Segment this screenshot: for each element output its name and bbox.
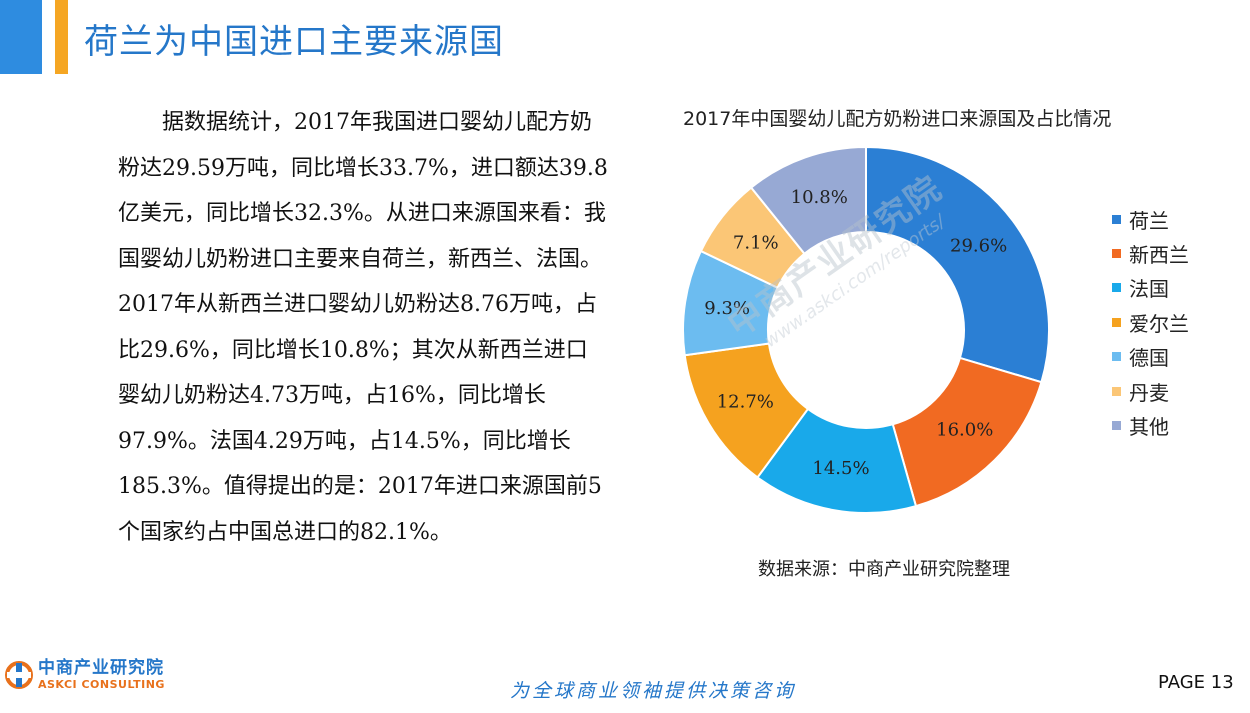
donut-chart: 29.6% 16.0% 14.5% 12.7% 9.3% 7.1% 10.8% [682,145,1050,514]
legend-item: 荷兰 [1112,202,1189,236]
legend-swatch [1112,421,1121,431]
legend-label: 丹麦 [1129,380,1169,405]
donut-slice-荷兰 [865,145,1050,384]
legend-item: 法国 [1112,271,1189,305]
donut-slice-其他 [749,145,867,256]
legend-label: 爱尔兰 [1129,311,1189,336]
legend-item: 德国 [1112,340,1189,374]
legend-label: 新西兰 [1129,243,1189,268]
legend-label: 德国 [1129,346,1169,371]
donut-data-label: 14.5% [812,458,869,479]
legend-swatch [1112,317,1121,327]
legend-item: 爱尔兰 [1112,305,1189,339]
legend-swatch [1112,386,1121,396]
data-source-note: 数据来源：中商产业研究院整理 [758,559,1010,580]
legend-item: 新西兰 [1112,236,1189,270]
legend-label: 其他 [1129,415,1169,440]
chart-title: 2017年中国婴幼儿配方奶粉进口来源国及占比情况 [683,108,1112,130]
page-number: PAGE 13 [1158,672,1234,693]
legend-item: 其他 [1112,408,1189,442]
footer-slogan: 为全球商业领袖提供决策咨询 [510,680,797,702]
logo-english-name: ASKCI CONSULTING [38,678,165,691]
donut-data-label: 10.8% [791,187,848,208]
logo-chinese-name: 中商产业研究院 [38,658,164,678]
donut-slice-新西兰 [891,356,1043,508]
header-accent-bar-blue [0,0,42,74]
company-logo: 中商产业研究院 ASKCI CONSULTING [4,658,165,692]
chart-legend: 荷兰新西兰法国爱尔兰德国丹麦其他 [1112,202,1189,443]
page-title: 荷兰为中国进口主要来源国 [84,22,504,62]
body-paragraph: 据数据统计，2017年我国进口婴幼儿配方奶粉达29.59万吨，同比增长33.7%… [118,110,608,545]
header-accent-bar-orange [55,0,68,74]
donut-data-label: 12.7% [717,391,774,412]
donut-data-label: 7.1% [733,232,779,253]
legend-swatch [1112,214,1121,224]
legend-swatch [1112,249,1121,259]
legend-swatch [1112,283,1121,293]
donut-data-label: 16.0% [936,419,993,440]
donut-data-label: 29.6% [950,235,1007,256]
logo-mark-icon [5,661,33,689]
legend-label: 荷兰 [1129,208,1169,233]
legend-swatch [1112,352,1121,362]
legend-label: 法国 [1129,277,1169,302]
donut-data-label: 9.3% [704,298,750,319]
legend-item: 丹麦 [1112,374,1189,408]
